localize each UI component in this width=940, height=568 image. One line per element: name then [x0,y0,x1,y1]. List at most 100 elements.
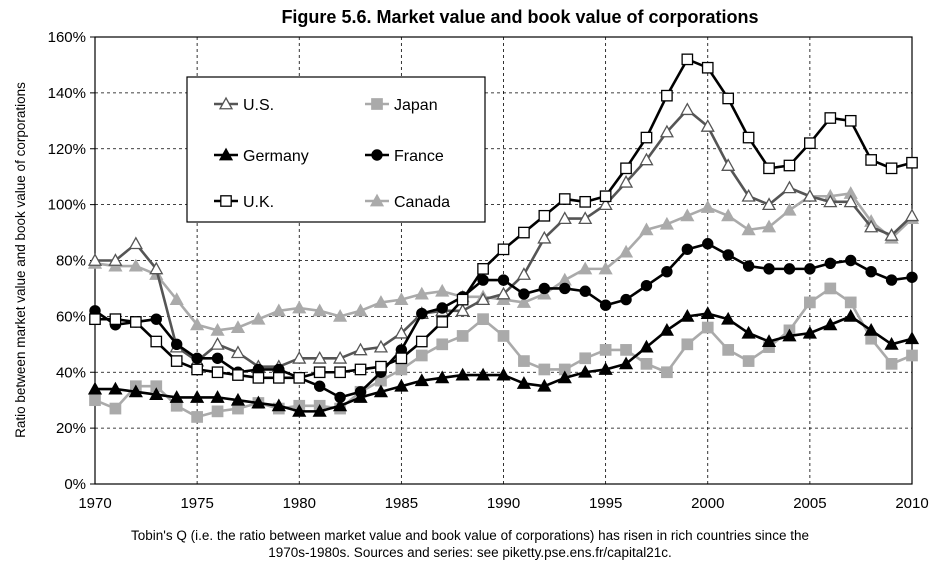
data-point-france [804,263,816,275]
data-point-germany [843,309,858,322]
data-point-france [538,282,551,295]
data-point-france [599,299,612,311]
data-point-canada [230,320,246,333]
data-point-uk [661,89,673,102]
data-point-us [312,350,327,364]
y-tick-label: 20% [56,420,86,437]
x-tick-label: 2000 [691,495,724,512]
data-point-france [702,238,714,250]
y-axis-label: Ratio between market value and book valu… [13,82,28,438]
data-point-germany [169,390,184,403]
data-point-france [211,352,224,364]
data-point-us [864,219,879,233]
data-point-germany [394,378,409,392]
data-point-germany [333,398,348,412]
data-point-france [436,302,448,314]
data-point-japan [477,313,489,326]
data-point-france [416,307,428,320]
data-point-uk [558,193,571,205]
data-point-japan [661,366,673,379]
data-point-us [741,188,756,202]
y-tick-label: 0% [64,476,86,493]
data-point-canada [680,208,695,222]
data-point-france [906,271,918,283]
data-point-uk [191,363,203,376]
data-point-canada [618,244,634,258]
data-point-us [108,253,123,266]
data-point-germany [659,323,674,336]
data-point-uk [518,226,530,239]
legend-box [186,76,486,223]
data-point-us [843,194,858,208]
data-point-uk [170,355,183,367]
data-point-canada [169,292,184,306]
data-point-france [865,265,877,278]
data-point-uk [579,195,592,208]
data-point-germany [414,373,429,387]
data-point-uk [252,371,265,384]
data-point-germany [210,390,225,403]
data-point-canada [721,208,736,222]
data-point-germany [108,381,123,395]
series-uk [89,53,918,384]
data-point-uk [844,114,857,127]
data-point-canada [353,303,368,317]
data-point-uk [538,209,551,222]
series-us [87,102,920,373]
data-point-canada [782,202,797,216]
data-point-us [292,350,307,364]
data-point-uk [620,162,632,175]
data-point-canada [394,292,409,306]
data-point-canada [271,303,286,317]
data-point-japan [885,358,898,370]
data-point-france [763,263,775,275]
data-point-germany [496,367,511,381]
data-point-japan [742,355,755,367]
data-point-uk [906,156,918,169]
data-point-uk [415,335,428,348]
data-point-uk [436,316,449,328]
data-point-germany [618,356,634,370]
data-point-canada [435,283,450,297]
data-point-france [722,249,734,261]
data-point-us [475,292,491,306]
data-point-germany [516,376,532,389]
data-point-us [557,211,572,225]
data-point-uk [477,263,489,275]
data-point-germany [557,370,572,384]
data-point-us [210,336,225,350]
data-point-france [824,257,836,269]
data-point-canada [414,286,429,300]
data-point-canada [292,300,307,314]
data-point-japan [538,363,551,376]
data-point-germany [884,336,899,350]
data-point-france [742,260,755,272]
x-tick-label: 1985 [385,495,418,512]
data-point-uk [824,112,837,124]
legend-marker-canada [369,193,385,207]
data-point-uk [334,366,346,379]
data-point-france [559,282,571,295]
data-point-us [230,345,246,359]
x-axis-ticks: 1970 1975 1980 1985 1990 1995 2000 2005 2010 [78,495,928,512]
data-point-germany [128,384,143,398]
data-point-us [721,158,736,171]
legend: U.S. Japan Germany France U.K. Canada [186,76,486,223]
data-point-japan [497,330,510,342]
legend-label-germany: Germany [243,148,309,165]
data-point-uk [109,313,122,326]
data-point-france [477,274,489,286]
data-point-canada [761,219,777,233]
y-tick-label: 60% [56,308,86,325]
data-point-japan [191,411,203,423]
data-point-germany [761,334,777,347]
chart-title: Figure 5.6. Market value and book value … [281,7,758,27]
data-point-japan [906,349,918,362]
y-tick-label: 40% [56,364,86,381]
data-point-us [128,236,143,250]
data-point-japan [395,363,408,376]
data-point-germany [149,387,164,401]
y-tick-label: 120% [48,141,86,158]
data-point-canada [700,200,715,213]
data-point-uk [640,131,653,144]
